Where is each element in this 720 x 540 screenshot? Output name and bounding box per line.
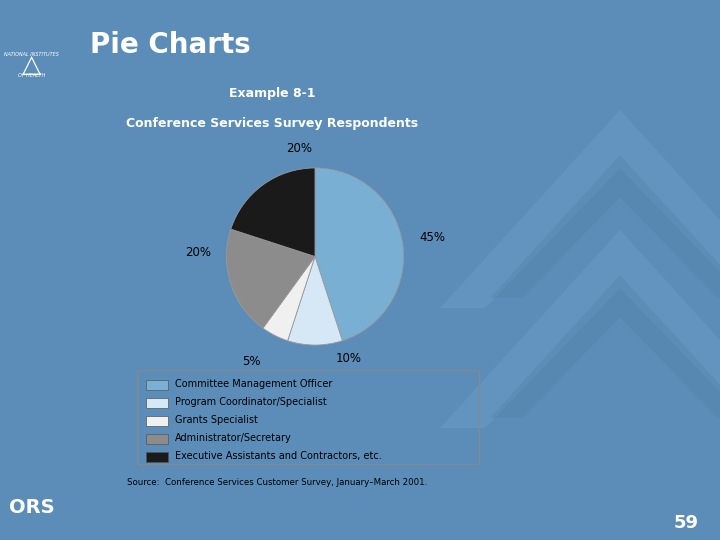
Text: OF HEALTH: OF HEALTH xyxy=(18,73,45,78)
Wedge shape xyxy=(287,256,343,345)
Bar xyxy=(146,380,168,390)
Polygon shape xyxy=(490,275,720,418)
Text: △: △ xyxy=(22,53,41,77)
Polygon shape xyxy=(440,110,720,308)
Text: 10%: 10% xyxy=(336,352,361,365)
Wedge shape xyxy=(231,168,315,256)
Text: Conference Services Survey Respondents: Conference Services Survey Respondents xyxy=(126,117,418,130)
Wedge shape xyxy=(315,168,403,341)
Text: 59: 59 xyxy=(673,514,698,532)
Bar xyxy=(146,451,168,462)
Text: Source:  Conference Services Customer Survey, January–March 2001.: Source: Conference Services Customer Sur… xyxy=(127,478,427,488)
Text: Grants Specialist: Grants Specialist xyxy=(175,415,258,425)
Text: Pie Charts: Pie Charts xyxy=(89,31,251,58)
Text: Administrator/Secretary: Administrator/Secretary xyxy=(175,433,292,443)
Text: NATIONAL INSTITUTES: NATIONAL INSTITUTES xyxy=(4,51,59,57)
Text: ORS: ORS xyxy=(9,498,55,517)
Bar xyxy=(146,397,168,408)
Text: 20%: 20% xyxy=(185,246,211,259)
Text: 20%: 20% xyxy=(286,142,312,155)
Text: Committee Management Officer: Committee Management Officer xyxy=(175,379,333,389)
Bar xyxy=(146,416,168,426)
Bar xyxy=(146,434,168,444)
Text: Program Coordinator/Specialist: Program Coordinator/Specialist xyxy=(175,397,327,407)
Wedge shape xyxy=(227,229,315,328)
Text: Example 8-1: Example 8-1 xyxy=(229,87,315,100)
Polygon shape xyxy=(490,155,720,298)
Polygon shape xyxy=(440,230,720,428)
Wedge shape xyxy=(263,256,315,341)
Text: 45%: 45% xyxy=(419,231,445,244)
Text: Executive Assistants and Contractors, etc.: Executive Assistants and Contractors, et… xyxy=(175,451,382,461)
Text: 5%: 5% xyxy=(242,354,261,368)
